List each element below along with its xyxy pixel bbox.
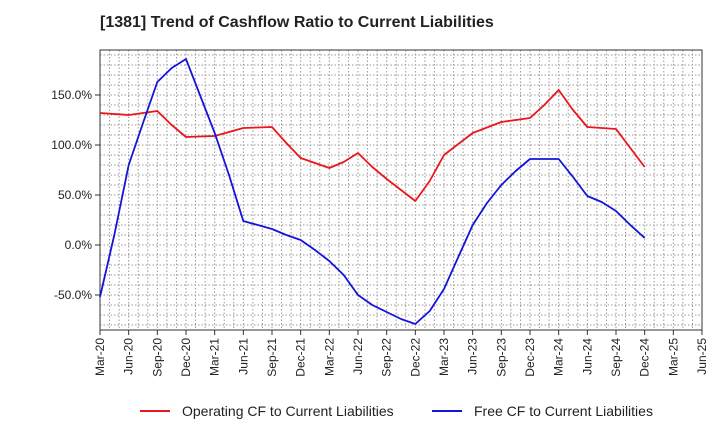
x-tick-label: Mar-22 [322, 338, 336, 376]
legend-label-1: Operating CF to Current Liabilities [182, 403, 394, 419]
x-tick-label: Mar-21 [208, 338, 222, 376]
x-tick-label: Jun-23 [466, 338, 480, 375]
y-tick-label: 100.0% [51, 138, 92, 152]
x-tick-label: Dec-20 [179, 338, 193, 377]
x-tick-label: Jun-21 [236, 338, 250, 375]
x-tick-label: Dec-21 [294, 338, 308, 377]
x-tick-label: Dec-22 [408, 338, 422, 377]
x-tick-label: Sep-23 [494, 338, 508, 377]
x-tick-label: Mar-23 [437, 338, 451, 376]
legend-label-2: Free CF to Current Liabilities [474, 403, 653, 419]
x-tick-label: Sep-20 [150, 338, 164, 377]
y-tick-label: 150.0% [51, 88, 92, 102]
y-tick-label: 50.0% [58, 188, 92, 202]
series-line-1 [99, 89, 646, 202]
plot-frame [99, 49, 703, 331]
x-tick-label: Sep-21 [265, 338, 279, 377]
x-tick-label: Jun-25 [695, 338, 709, 375]
x-tick-label: Mar-20 [93, 338, 107, 376]
series-line-2 [99, 58, 646, 325]
x-tick-label: Mar-24 [552, 338, 566, 376]
y-tick-label: -50.0% [54, 288, 92, 302]
y-tick-label: 0.0% [65, 238, 93, 252]
x-tick-label: Sep-22 [380, 338, 394, 377]
x-tick-label: Jun-20 [122, 338, 136, 375]
x-tick-label: Jun-22 [351, 338, 365, 375]
x-tick-label: Sep-24 [609, 338, 623, 377]
chart-title: [1381] Trend of Cashflow Ratio to Curren… [100, 14, 494, 31]
x-tick-label: Dec-24 [638, 338, 652, 377]
x-tick-label: Jun-24 [580, 338, 594, 375]
x-tick-label: Dec-23 [523, 338, 537, 377]
x-tick-label: Mar-25 [666, 338, 680, 376]
